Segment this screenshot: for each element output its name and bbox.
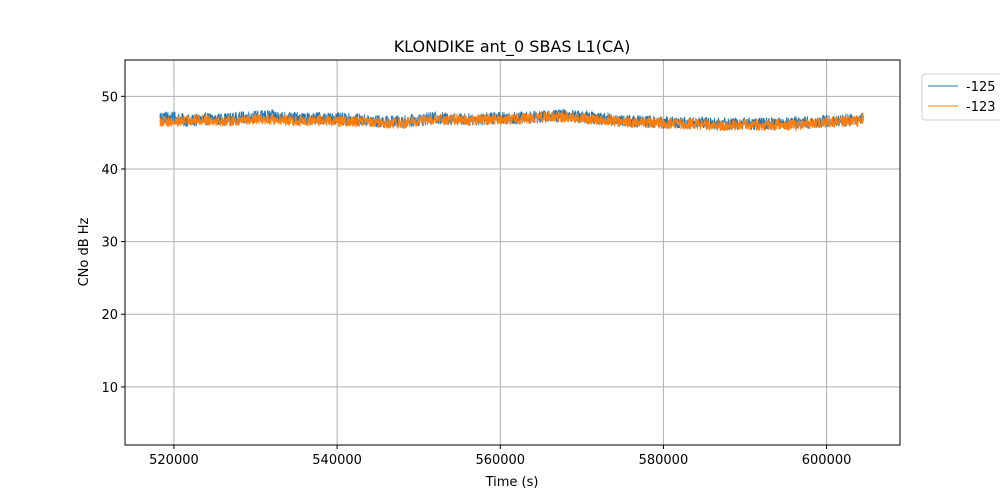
x-tick-label: 600000 xyxy=(802,453,852,468)
legend: -125 -123 xyxy=(921,73,1000,121)
y-tick-label: 10 xyxy=(101,381,118,396)
legend-label-series-1: -125 xyxy=(966,80,996,95)
x-tick-label: 540000 xyxy=(312,453,362,468)
x-tick-label: 560000 xyxy=(475,453,525,468)
y-axis-label: CNo dB Hz xyxy=(77,217,92,286)
y-tick-label: 40 xyxy=(101,163,118,178)
y-tick-label: 20 xyxy=(101,308,118,323)
plot-frame xyxy=(124,59,901,446)
series-1-line xyxy=(159,108,864,131)
series-2-line xyxy=(159,110,864,132)
x-tick-label: 520000 xyxy=(149,453,199,468)
chart-title: KLONDIKE ant_0 SBAS L1(CA) xyxy=(394,37,631,57)
x-axis-label: Time (s) xyxy=(485,475,539,490)
y-tick-label: 30 xyxy=(101,236,118,251)
plot-lines xyxy=(159,108,864,132)
axis-ticks: 520000 540000 560000 580000 600000 10 20 30 40 50 xyxy=(101,90,851,468)
y-tick-label: 50 xyxy=(101,90,118,105)
x-tick-label: 580000 xyxy=(639,453,689,468)
legend-label-series-2: -123 xyxy=(966,100,996,115)
